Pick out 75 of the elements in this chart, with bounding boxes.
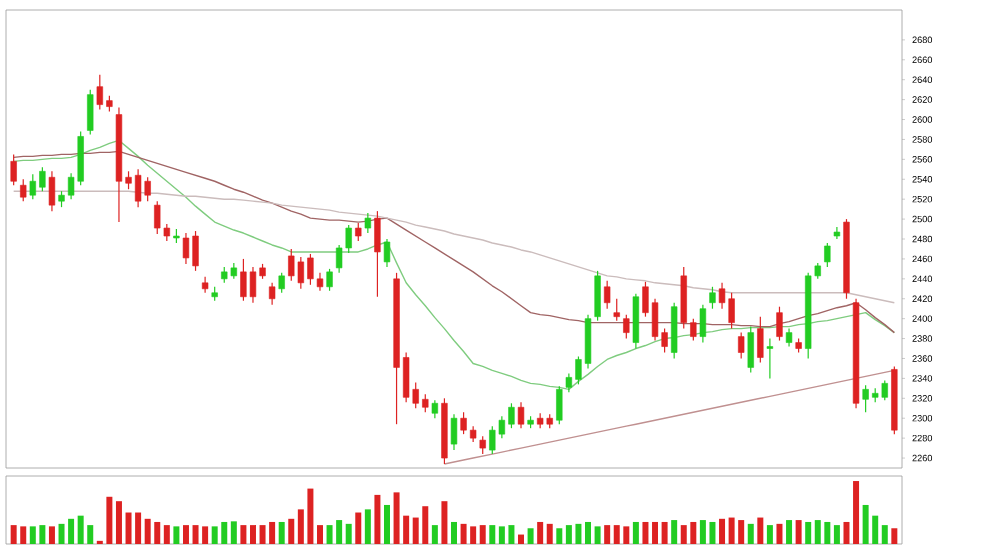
bar bbox=[604, 525, 611, 544]
bar bbox=[364, 509, 371, 544]
bar bbox=[661, 521, 668, 544]
bar bbox=[881, 525, 888, 544]
bar bbox=[757, 517, 764, 544]
candlestick bbox=[20, 178, 27, 202]
candlestick bbox=[594, 270, 601, 322]
candlestick bbox=[374, 210, 381, 298]
bar bbox=[642, 521, 649, 544]
bar bbox=[671, 520, 678, 544]
candlestick bbox=[268, 282, 276, 306]
candlestick bbox=[709, 286, 716, 310]
bar bbox=[891, 528, 898, 544]
candlestick bbox=[201, 276, 209, 294]
candlestick bbox=[326, 268, 333, 292]
bar bbox=[345, 523, 352, 544]
bar bbox=[230, 521, 237, 544]
bar bbox=[163, 525, 170, 544]
candlestick bbox=[48, 170, 56, 212]
candlestick bbox=[517, 401, 525, 429]
bar bbox=[316, 525, 323, 544]
bar bbox=[853, 481, 860, 544]
bar bbox=[173, 526, 180, 544]
bar bbox=[489, 525, 496, 544]
bar bbox=[249, 525, 256, 544]
bar bbox=[594, 526, 601, 544]
candlestick bbox=[278, 272, 285, 294]
candlestick bbox=[383, 238, 391, 268]
bar bbox=[441, 501, 448, 544]
bar bbox=[632, 521, 639, 544]
bar bbox=[355, 512, 362, 544]
bar bbox=[431, 525, 438, 544]
candlestick bbox=[87, 89, 94, 136]
bar bbox=[843, 521, 850, 544]
candlestick bbox=[738, 331, 745, 360]
bar bbox=[115, 501, 122, 544]
bar bbox=[537, 521, 544, 544]
bar bbox=[652, 521, 659, 544]
bar bbox=[48, 526, 55, 544]
candlestick bbox=[776, 306, 783, 342]
bar bbox=[288, 518, 295, 544]
bar bbox=[479, 525, 486, 544]
bar bbox=[240, 525, 247, 544]
candlestick bbox=[556, 385, 563, 425]
candlestick bbox=[824, 242, 831, 268]
bar bbox=[182, 525, 189, 544]
candlestick bbox=[10, 153, 17, 186]
candlestick bbox=[747, 326, 754, 374]
bar bbox=[833, 525, 840, 544]
bar bbox=[719, 518, 726, 544]
candlestick bbox=[603, 280, 611, 310]
candlestick bbox=[364, 212, 372, 234]
bar bbox=[585, 521, 592, 544]
candlestick bbox=[613, 298, 620, 322]
candlestick bbox=[450, 413, 458, 451]
bar bbox=[383, 504, 390, 544]
candlestick bbox=[699, 304, 707, 344]
bar bbox=[451, 521, 457, 544]
bar bbox=[805, 521, 812, 544]
bar bbox=[556, 528, 563, 544]
bar bbox=[374, 494, 381, 544]
bar bbox=[766, 525, 773, 544]
bar bbox=[527, 528, 534, 544]
candlestick bbox=[757, 316, 764, 364]
bar bbox=[747, 523, 754, 544]
bar bbox=[795, 520, 802, 544]
candlestick bbox=[632, 293, 640, 350]
candlestick bbox=[671, 302, 678, 360]
candlestick bbox=[766, 337, 774, 379]
bar bbox=[776, 523, 783, 544]
bar bbox=[518, 534, 525, 544]
bar bbox=[546, 523, 553, 544]
bar bbox=[278, 521, 285, 544]
bar bbox=[786, 520, 793, 544]
candlestick bbox=[623, 314, 630, 340]
